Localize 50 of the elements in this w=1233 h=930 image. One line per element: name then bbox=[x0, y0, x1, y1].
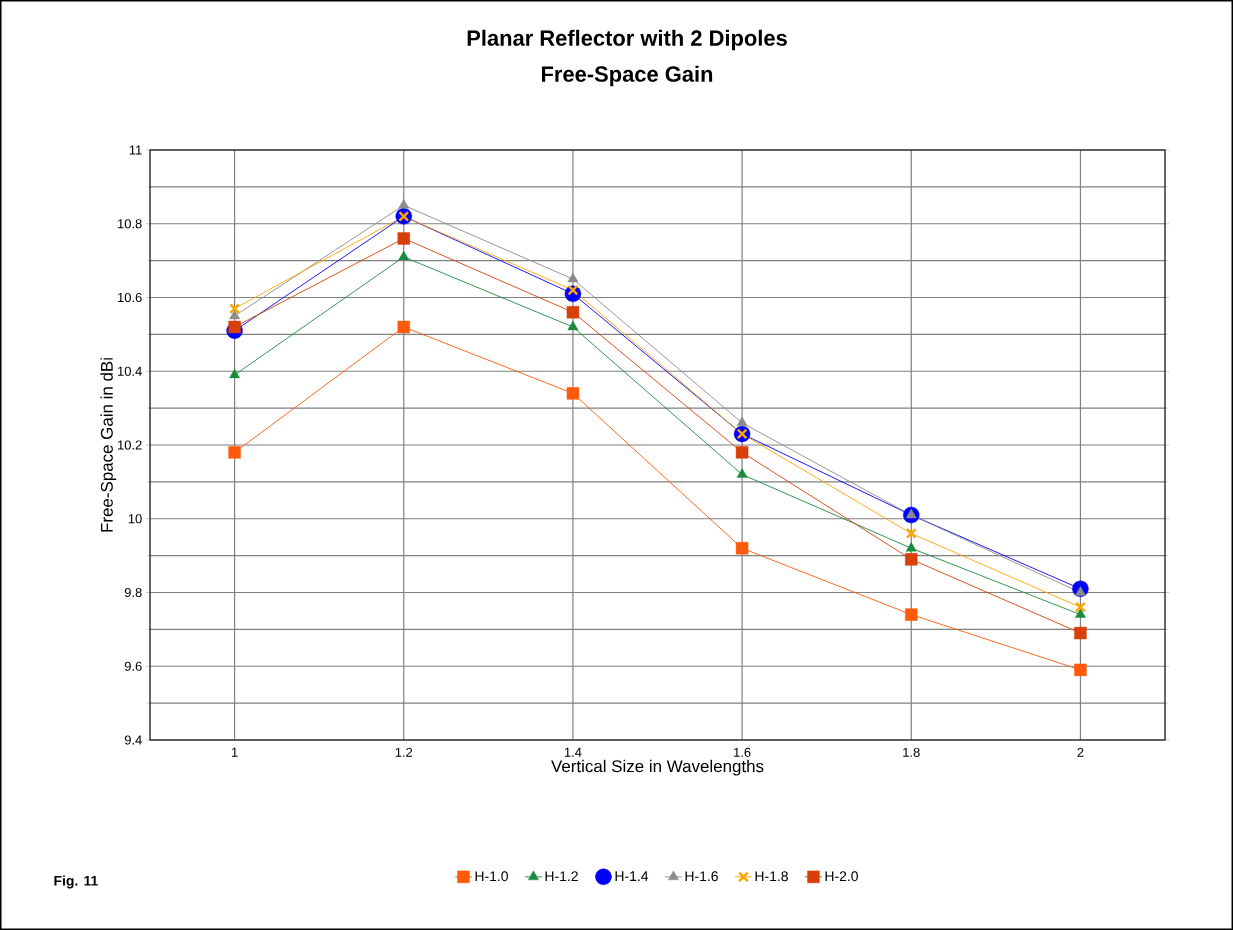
x-tick-label: 1 bbox=[231, 747, 238, 757]
point bbox=[735, 446, 749, 459]
point bbox=[1075, 608, 1086, 618]
point bbox=[398, 250, 410, 261]
point bbox=[398, 199, 410, 209]
legend-label: H-1.2 bbox=[545, 871, 578, 881]
point bbox=[1074, 663, 1087, 677]
x-tick-label: 1.2 bbox=[395, 747, 413, 757]
x-tick-label: 1.6 bbox=[734, 747, 751, 757]
point bbox=[229, 303, 241, 315]
chart-subtitle: Free-Space Gain bbox=[541, 65, 713, 87]
legend-label: H-1.6 bbox=[685, 871, 718, 882]
legend-label: H-2.0 bbox=[825, 871, 858, 882]
legend-label: H-1.0 bbox=[475, 871, 508, 882]
point bbox=[228, 446, 241, 459]
x-tick-label: 2 bbox=[1077, 747, 1084, 757]
y-tick-label: 10.2 bbox=[118, 440, 142, 450]
y-axis-title: Free-Space Gain in dBi bbox=[100, 358, 117, 532]
x-axis-title: Vertical Size in Wavelengths bbox=[551, 759, 764, 776]
point bbox=[229, 368, 240, 379]
point bbox=[397, 320, 410, 334]
y-tick-label: 10.4 bbox=[118, 366, 142, 376]
point bbox=[736, 416, 748, 427]
caption: Fig. 11 bbox=[54, 875, 98, 889]
y-tick-label: 10.6 bbox=[118, 292, 142, 303]
point bbox=[567, 272, 579, 283]
y-tick-label: 10.8 bbox=[118, 219, 142, 229]
y-tick-label: 10 bbox=[128, 514, 142, 524]
x-tick-label: 1.8 bbox=[903, 747, 920, 757]
point bbox=[228, 320, 241, 334]
point bbox=[1074, 626, 1087, 640]
point bbox=[566, 387, 580, 400]
y-tick-label: 9.4 bbox=[124, 735, 142, 745]
legend-label: H-1.4 bbox=[615, 871, 649, 881]
point bbox=[735, 542, 749, 555]
point bbox=[905, 542, 917, 552]
legend-label: H-1.8 bbox=[755, 871, 788, 882]
point bbox=[567, 320, 579, 331]
point bbox=[736, 468, 748, 478]
y-tick-label: 11 bbox=[129, 145, 142, 155]
y-tick-label: 9.8 bbox=[124, 587, 142, 598]
point bbox=[905, 608, 918, 621]
x-tick-label: 1.4 bbox=[564, 747, 582, 757]
point bbox=[905, 527, 917, 539]
point bbox=[566, 306, 580, 319]
chart-title: Planar Reflector with 2 Dipoles bbox=[467, 29, 787, 51]
y-tick-label: 9.6 bbox=[124, 661, 142, 671]
point bbox=[397, 232, 410, 245]
point bbox=[1074, 601, 1086, 613]
point bbox=[905, 553, 918, 566]
